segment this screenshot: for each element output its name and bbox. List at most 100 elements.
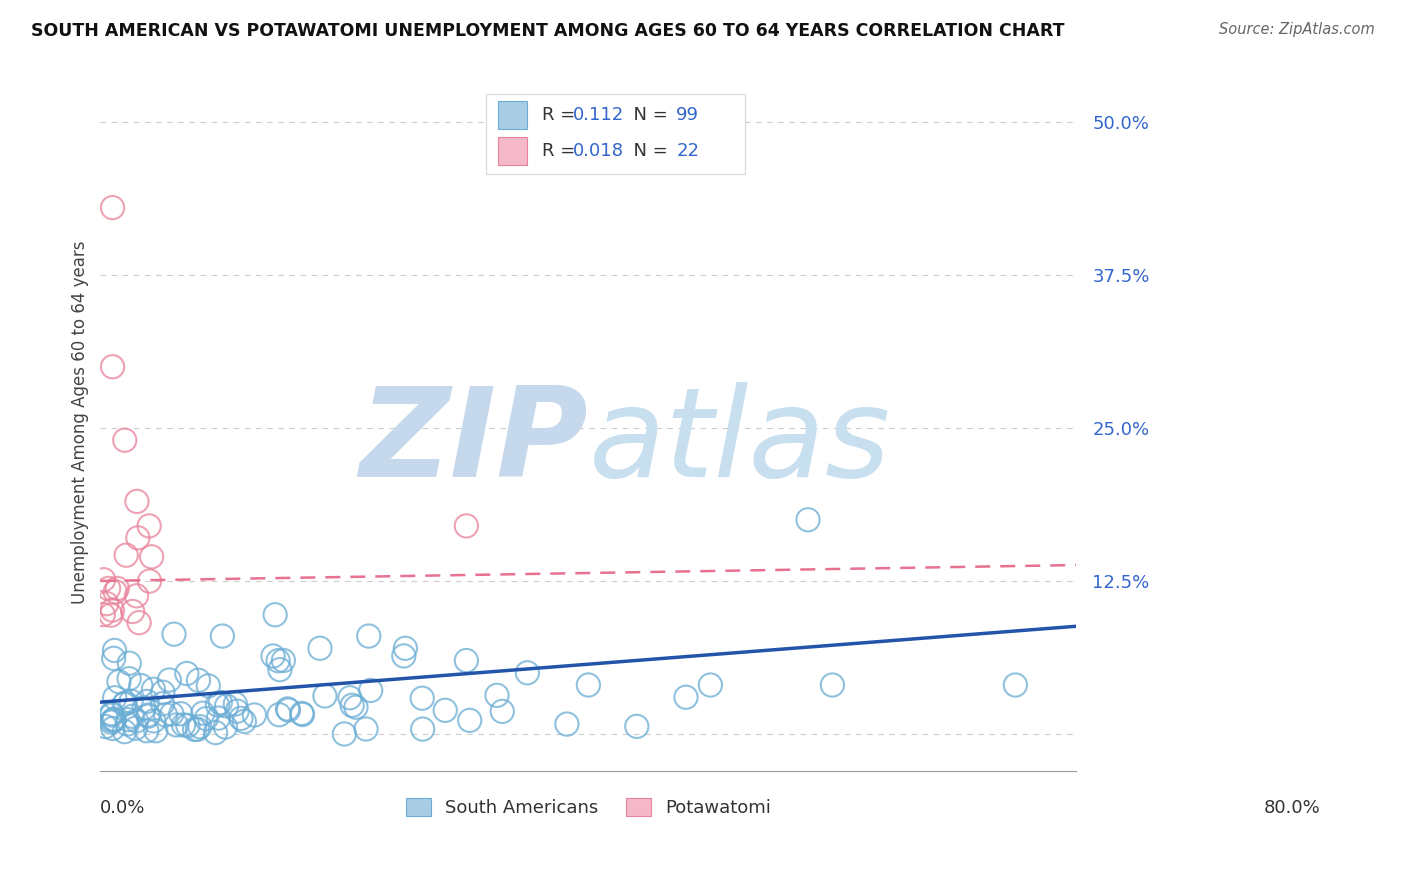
Point (195, 712, 218, 726)
Point (136, 709, 159, 723)
Point (166, 718, 188, 732)
Point (129, 679, 152, 693)
Point (163, 627, 186, 641)
Text: 99: 99 (676, 106, 699, 124)
Point (269, 663, 291, 677)
Point (141, 549, 163, 564)
Point (291, 707, 314, 722)
Point (93, 573, 115, 587)
Text: N =: N = (621, 106, 673, 124)
Point (626, 719, 648, 733)
Point (392, 648, 415, 663)
Point (101, 603, 124, 617)
Point (103, 712, 125, 726)
Text: N =: N = (621, 142, 673, 161)
Point (456, 654, 478, 668)
Point (96, 597, 118, 611)
Point (135, 723, 157, 738)
Text: ZIP: ZIP (360, 383, 588, 503)
Text: R =: R = (541, 142, 581, 161)
Point (114, 433, 136, 447)
Point (136, 708, 159, 723)
Point (138, 574, 160, 588)
Text: 0.112: 0.112 (572, 106, 624, 124)
Point (211, 629, 233, 643)
Text: 0.018: 0.018 (572, 142, 624, 161)
Point (103, 643, 125, 657)
Point (91, 607, 114, 622)
Point (277, 703, 299, 717)
Point (360, 683, 382, 698)
Point (117, 717, 139, 731)
Point (101, 708, 124, 723)
Point (101, 201, 124, 215)
Point (434, 703, 457, 717)
Point (170, 706, 193, 721)
Point (118, 672, 141, 686)
FancyBboxPatch shape (486, 94, 745, 174)
Point (125, 589, 148, 603)
Point (118, 657, 141, 671)
Point (207, 711, 229, 725)
Point (117, 713, 139, 727)
Bar (498, 101, 527, 128)
Point (127, 531, 149, 545)
Text: Source: ZipAtlas.com: Source: ZipAtlas.com (1219, 22, 1375, 37)
Point (94, 720, 117, 734)
Point (108, 674, 131, 689)
Text: SOUTH AMERICAN VS POTAWATOMI UNEMPLOYMENT AMONG AGES 60 TO 64 YEARS CORRELATION : SOUTH AMERICAN VS POTAWATOMI UNEMPLOYMEN… (31, 22, 1064, 40)
Point (209, 696, 232, 710)
Text: 80.0%: 80.0% (1264, 798, 1320, 816)
Point (456, 519, 478, 533)
Point (357, 629, 380, 643)
Point (101, 359, 124, 374)
Point (173, 718, 195, 732)
Point (160, 706, 183, 721)
Point (136, 694, 159, 708)
Point (344, 700, 367, 714)
Point (152, 685, 174, 699)
Point (233, 714, 256, 729)
Point (276, 702, 298, 716)
Point (125, 714, 148, 728)
Point (264, 607, 287, 622)
Point (114, 696, 136, 710)
Point (262, 648, 284, 663)
Point (458, 714, 481, 728)
Point (291, 706, 314, 721)
Point (224, 697, 246, 711)
Bar (498, 137, 527, 165)
Text: 0.0%: 0.0% (100, 798, 146, 816)
Point (132, 701, 155, 715)
Point (273, 654, 295, 668)
Point (100, 706, 122, 721)
Point (269, 707, 291, 722)
Point (157, 673, 180, 687)
Point (100, 608, 122, 623)
Point (97, 582, 120, 596)
Point (103, 651, 125, 665)
Point (145, 723, 167, 738)
Legend: South Americans, Potawatomi: South Americans, Potawatomi (398, 791, 779, 824)
Point (177, 718, 200, 732)
Point (226, 704, 249, 718)
Point (1004, 678, 1026, 692)
Point (516, 665, 538, 680)
Point (114, 724, 136, 739)
Point (155, 707, 177, 722)
Point (204, 725, 226, 739)
Text: 22: 22 (676, 142, 699, 161)
Point (188, 720, 211, 734)
Point (176, 666, 198, 681)
Point (491, 705, 513, 719)
Point (314, 689, 336, 703)
Point (821, 678, 844, 692)
Point (576, 678, 599, 692)
Point (699, 678, 721, 692)
Point (340, 698, 363, 713)
Point (125, 494, 148, 508)
Point (411, 691, 433, 706)
Point (197, 679, 219, 693)
Point (101, 714, 124, 728)
Point (339, 690, 361, 705)
